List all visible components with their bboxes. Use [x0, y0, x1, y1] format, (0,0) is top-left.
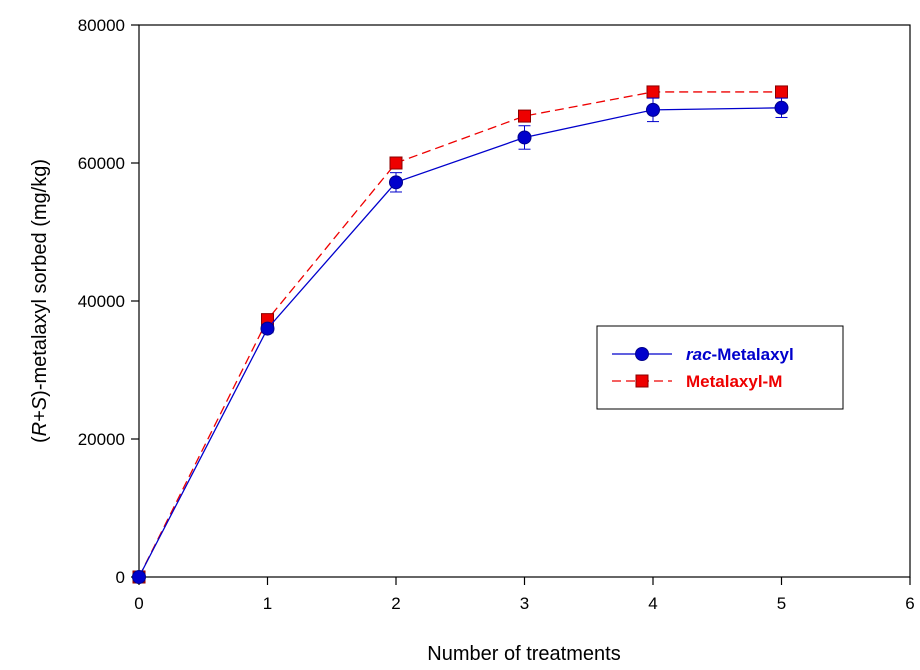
legend-box [596, 325, 844, 410]
legend-m-marker [635, 374, 649, 388]
y-axis-ticks: 0 20000 40000 60000 80000 [78, 16, 139, 587]
legend-rac-rest: -Metalaxyl [712, 345, 794, 364]
legend-rac-marker [635, 347, 649, 361]
x-axis-title: Number of treatments [427, 643, 620, 665]
legend-rac-prefix: rac [686, 345, 712, 364]
data-point [132, 570, 146, 584]
x-tick-label: 0 [134, 594, 143, 613]
x-tick-label: 1 [263, 594, 272, 613]
y-axis-title-plus: + [29, 410, 51, 422]
y-axis-title: (R+S)-metalaxyl sorbed (mg/kg) [29, 159, 51, 443]
y-tick-label: 40000 [78, 292, 125, 311]
data-point [646, 85, 660, 99]
data-point [389, 175, 403, 190]
plot-frame [138, 24, 911, 578]
y-axis-title-open: ( [29, 436, 51, 443]
legend-m-label: Metalaxyl-M [686, 372, 782, 391]
series-layer [132, 85, 789, 584]
series-rac-line [138, 107, 782, 578]
y-axis-title-s: S [29, 396, 51, 410]
legend: rac-Metalaxyl Metalaxyl-M [596, 325, 844, 410]
x-tick-label: 5 [777, 594, 786, 613]
series-m-line [138, 91, 782, 578]
x-tick-label: 4 [648, 594, 657, 613]
y-axis-title-rest: )-metalaxyl sorbed (mg/kg) [29, 159, 51, 397]
data-point [646, 102, 660, 117]
data-point [517, 130, 532, 145]
y-tick-label: 0 [116, 568, 125, 587]
x-tick-label: 2 [391, 594, 400, 613]
data-point [389, 156, 403, 170]
legend-rac-label: rac-Metalaxyl [686, 345, 794, 364]
series-rac [132, 97, 789, 584]
y-tick-label: 60000 [78, 154, 125, 173]
x-axis-ticks: 0 1 2 3 4 5 6 [134, 577, 915, 613]
x-tick-label: 6 [905, 594, 914, 613]
data-point [260, 321, 275, 336]
y-tick-label: 80000 [78, 16, 125, 35]
y-tick-label: 20000 [78, 430, 125, 449]
data-point [774, 100, 789, 115]
data-point [775, 85, 788, 99]
y-axis-title-r: R [29, 422, 51, 436]
data-point [518, 109, 531, 123]
x-tick-label: 3 [520, 594, 529, 613]
